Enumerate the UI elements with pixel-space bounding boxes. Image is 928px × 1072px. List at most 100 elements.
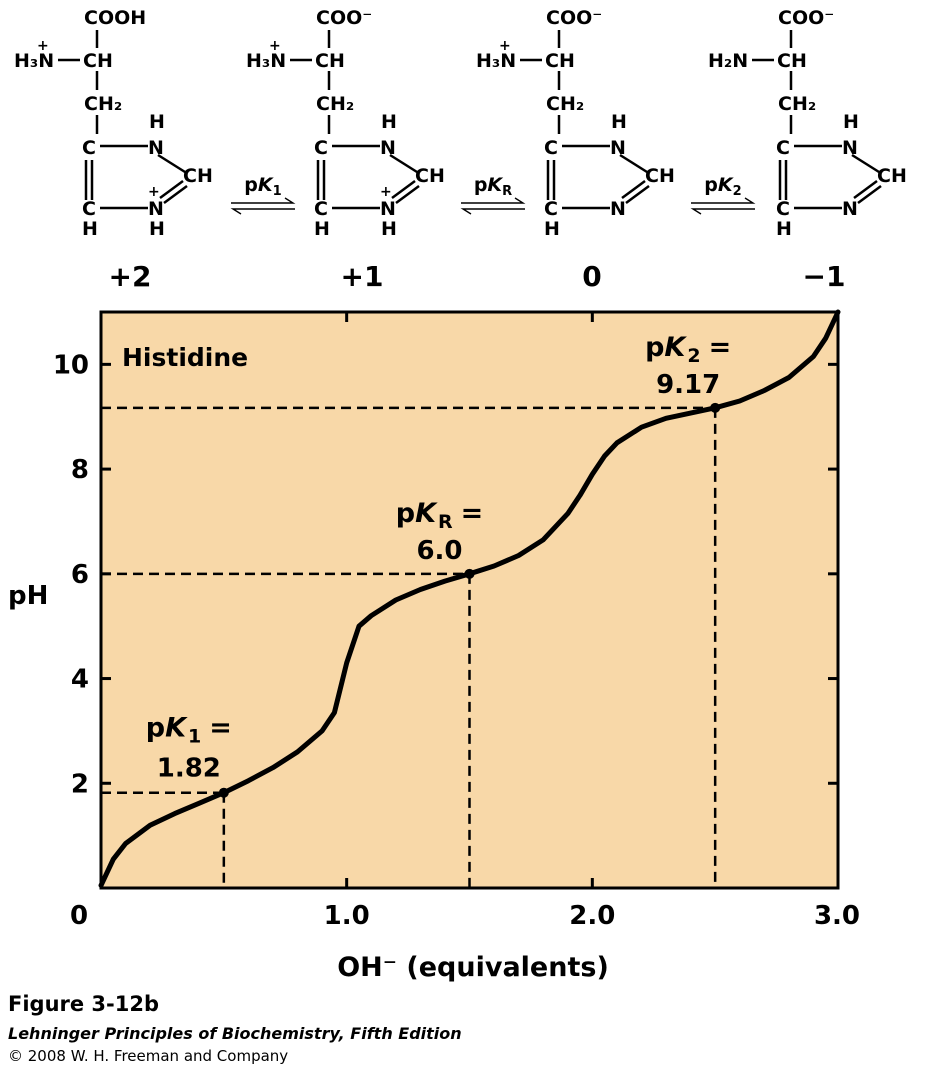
reverse-arrow [460, 208, 525, 215]
bond [851, 153, 880, 174]
beta-carbon: CH₂ [84, 93, 122, 115]
forward-arrow [691, 197, 756, 204]
ring-carbon: C [776, 198, 790, 220]
amino-charge: + [499, 38, 511, 54]
bond [163, 184, 188, 205]
ring-carbon-h: H [314, 218, 330, 240]
book-title: Lehninger Principles of Biochemistry, Fi… [8, 1024, 462, 1043]
ring-carbon: C [82, 198, 96, 220]
x-tick-label: 2.0 [569, 901, 615, 931]
net-charge-label: +2 [109, 260, 152, 293]
ring-nitrogen-charge: + [148, 184, 160, 200]
ring-nitrogen: N [842, 198, 858, 220]
ring-h: H [149, 218, 165, 240]
pk-label: pKR [474, 174, 512, 199]
amino-group: H₃N [476, 50, 516, 72]
pk-label: pK2 [704, 174, 741, 199]
ring-carbon-h: H [544, 218, 560, 240]
pk-label: pK R = [396, 498, 484, 533]
ring-nitrogen: N [610, 198, 626, 220]
bond [621, 179, 646, 200]
alpha-carbon: CH [83, 50, 113, 72]
reverse-arrow [230, 208, 295, 215]
ring-h: H [381, 111, 397, 133]
x-axis-label: OH⁻ (equivalents) [337, 952, 609, 983]
alpha-carbon: CH [545, 50, 575, 72]
reverse-arrow [690, 208, 755, 215]
amino-group: H₂N [708, 50, 748, 72]
ring-carbon: C [776, 137, 790, 159]
ring-ch: CH [415, 165, 445, 187]
x-tick-label: 3.0 [814, 901, 860, 931]
titration-chart: 2 4 6 8 10 0 1.0 2.0 3.0 pK 1 = 1.82 pK R =6.0 pK 2 =9.17 H… [8, 309, 860, 983]
pk-value: 6.0 [416, 536, 462, 566]
pk-point [464, 568, 475, 579]
bond [157, 153, 186, 174]
bond [853, 179, 878, 200]
ring-nitrogen-charge: + [380, 184, 392, 200]
y-tick-label: 4 [71, 665, 89, 695]
amino-charge: + [269, 38, 281, 54]
y-axis-label: pH [8, 581, 48, 611]
ring-nitrogen: N [380, 137, 396, 159]
net-charge-label: −1 [803, 260, 846, 293]
ring-ch: CH [877, 165, 907, 187]
net-charge-label: +1 [341, 260, 384, 293]
bond [395, 184, 420, 205]
bond [619, 153, 648, 174]
equilibrium-arrow: pKR [460, 174, 526, 215]
ring-carbon: C [544, 198, 558, 220]
beta-carbon: CH₂ [778, 93, 816, 115]
forward-arrow [231, 197, 296, 204]
beta-carbon: CH₂ [546, 93, 584, 115]
bond [389, 153, 418, 174]
ring-carbon: C [314, 137, 328, 159]
ring-h: H [381, 218, 397, 240]
ring-h: H [843, 111, 859, 133]
x-tick-label: 1.0 [324, 901, 370, 931]
pk-value: 9.17 [656, 370, 720, 400]
ring-carbon: C [544, 137, 558, 159]
carboxyl-group: COOH [84, 7, 146, 29]
alpha-carbon: CH [777, 50, 807, 72]
bond [159, 179, 184, 200]
ring-carbon: C [82, 137, 96, 159]
ring-h: H [149, 111, 165, 133]
pk-point [218, 787, 229, 798]
carboxyl-group: COO⁻ [778, 7, 834, 29]
y-tick-label: 10 [53, 350, 89, 380]
ring-carbon: C [314, 198, 328, 220]
figure-number: Figure 3-12b [8, 992, 160, 1016]
pk-label: pK 1 = [146, 713, 232, 748]
pk-label: pK 2 = [645, 332, 731, 367]
ring-ch: CH [183, 165, 213, 187]
x-tick-label: 0 [70, 901, 88, 931]
amino-group: H₃N [246, 50, 286, 72]
net-charge-label: 0 [582, 260, 601, 293]
y-tick-label: 6 [71, 560, 89, 590]
carboxyl-group: COO⁻ [546, 7, 602, 29]
ring-h: H [611, 111, 627, 133]
ring-nitrogen: N [380, 198, 396, 220]
equilibrium-arrow: pK1 [230, 174, 296, 215]
chart-title: Histidine [122, 343, 248, 372]
forward-arrow [461, 197, 526, 204]
beta-carbon: CH₂ [316, 93, 354, 115]
amino-charge: + [37, 38, 49, 54]
pk-label: pK1 [244, 174, 281, 199]
ring-carbon-h: H [82, 218, 98, 240]
amino-group: H₃N [14, 50, 54, 72]
ring-carbon-h: H [776, 218, 792, 240]
equilibrium-arrow: pK2 [690, 174, 756, 215]
bond [625, 184, 650, 205]
ring-nitrogen: N [148, 198, 164, 220]
pk-value: 1.82 [157, 754, 221, 784]
ring-nitrogen: N [842, 137, 858, 159]
bond [391, 179, 416, 200]
